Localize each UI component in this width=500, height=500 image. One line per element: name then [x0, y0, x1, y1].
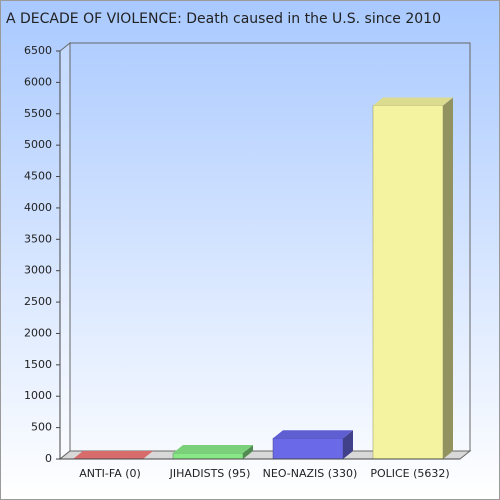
x-tick-label: POLICE (5632) — [370, 467, 449, 480]
y-tick-label: 6000 — [24, 75, 52, 88]
y-tick-label: 5000 — [24, 138, 52, 151]
bar-top — [373, 97, 453, 106]
x-tick-label: ANTI-FA (0) — [79, 467, 141, 480]
bar-side — [443, 97, 453, 459]
chart-title: A DECADE OF VIOLENCE: Death caused in th… — [6, 11, 441, 27]
y-tick-label: 0 — [45, 452, 52, 465]
y-tick-label: 4000 — [24, 201, 52, 214]
x-tick-label: NEO-NAZIS (330) — [263, 467, 358, 480]
y-tick-label: 1000 — [24, 389, 52, 402]
y-tick-label: 2500 — [24, 295, 52, 308]
bar-top — [173, 445, 253, 454]
bar-front — [172, 452, 244, 460]
y-tick-label: 500 — [31, 421, 52, 434]
y-tick-label: 5500 — [24, 107, 52, 120]
y-tick-label: 4500 — [24, 170, 52, 183]
x-tick-label: JIHADISTS (95) — [169, 467, 251, 480]
left-wall — [59, 41, 71, 461]
y-tick-label: 6500 — [24, 44, 52, 57]
y-tick-label: 2000 — [24, 326, 52, 339]
y-tick-label: 1500 — [24, 358, 52, 371]
bar-side — [343, 430, 353, 459]
bar-top — [273, 430, 353, 439]
y-tick-label: 3000 — [24, 264, 52, 277]
bar-front — [372, 105, 444, 460]
bar-front — [272, 438, 344, 460]
bar-top — [73, 451, 153, 459]
bar-side — [243, 445, 253, 459]
y-tick-label: 3500 — [24, 232, 52, 245]
